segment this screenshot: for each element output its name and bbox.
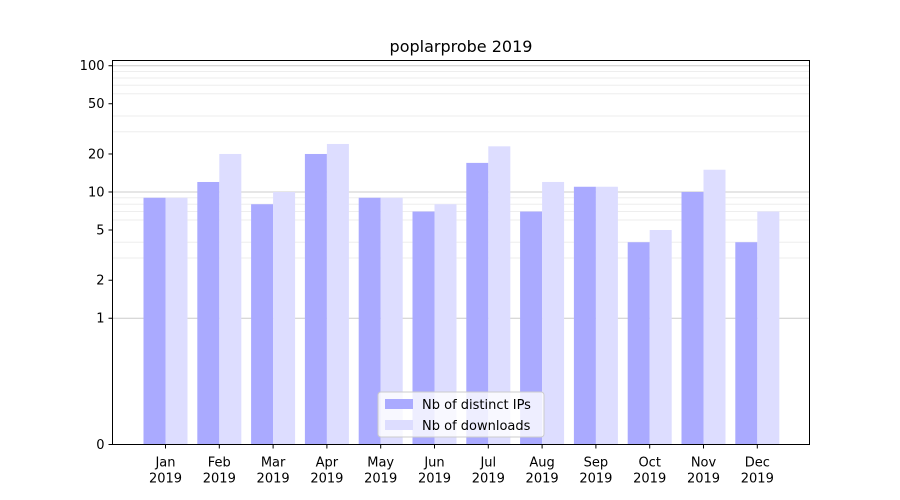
x-tick-label-month: Oct (638, 456, 660, 471)
bar-downloads (434, 204, 457, 445)
x-tick-label-year: 2019 (257, 472, 290, 487)
x-tick-label-year: 2019 (741, 472, 774, 487)
bar-downloads (165, 197, 188, 445)
x-tick-label-month: Aug (529, 456, 554, 471)
bar-distinct-ips (251, 204, 274, 445)
y-tick-label: 5 (96, 223, 104, 238)
bar-distinct-ips (735, 242, 758, 445)
bar-distinct-ips (520, 211, 543, 445)
x-tick-label-year: 2019 (149, 472, 182, 487)
x-tick-label-year: 2019 (687, 472, 720, 487)
y-tick-label: 1 (96, 312, 104, 327)
y-tick-label: 2 (96, 274, 104, 289)
bar-downloads (595, 186, 618, 445)
y-axis: 0 1 2 5 10 20 50 100 (80, 59, 113, 453)
x-tick-label-month: Nov (691, 456, 717, 471)
y-tick-label: 50 (88, 97, 105, 112)
bar-downloads (542, 181, 565, 445)
x-tick-label-month: May (367, 456, 394, 471)
legend: Nb of distinct IPs Nb of downloads (377, 391, 545, 438)
y-tick-label: 0 (96, 438, 104, 453)
x-tick-label-month: Jul (479, 456, 496, 471)
x-tick-label-year: 2019 (310, 472, 343, 487)
bar-distinct-ips (304, 153, 327, 445)
x-tick-label-month: Jun (423, 456, 444, 471)
x-tick-label-month: Sep (584, 456, 609, 471)
bar-distinct-ips (143, 197, 166, 445)
x-tick-label-month: Dec (745, 456, 770, 471)
y-tick-label: 20 (88, 147, 105, 162)
bar-distinct-ips (197, 181, 220, 445)
x-tick-label-year: 2019 (633, 472, 666, 487)
bar-distinct-ips (466, 162, 489, 445)
bars (143, 143, 780, 445)
bar-downloads (703, 169, 726, 445)
bar-downloads (273, 191, 296, 445)
legend-box (377, 391, 545, 438)
bar-distinct-ips (627, 242, 650, 445)
x-tick-label-month: Jan (154, 456, 175, 471)
legend-swatch (385, 399, 413, 409)
x-tick-label-month: Mar (261, 456, 286, 471)
y-tick-label: 10 (88, 185, 105, 200)
bar-downloads (326, 143, 349, 445)
x-tick-label-year: 2019 (418, 472, 451, 487)
x-tick-label-month: Feb (208, 456, 231, 471)
x-tick-label-year: 2019 (579, 472, 612, 487)
bar-distinct-ips (412, 211, 435, 445)
x-tick-label-year: 2019 (472, 472, 505, 487)
bar-distinct-ips (573, 186, 596, 445)
y-tick-label: 100 (80, 59, 105, 74)
plot-frame (112, 60, 810, 445)
legend-label: Nb of distinct IPs (422, 398, 531, 413)
bar-distinct-ips (358, 197, 381, 445)
legend-label: Nb of downloads (422, 419, 531, 434)
chart-title: poplarprobe 2019 (390, 37, 533, 56)
bar-downloads (649, 229, 672, 445)
x-tick-label-year: 2019 (203, 472, 236, 487)
bar-downloads (488, 146, 511, 445)
x-tick-label-month: Apr (316, 456, 339, 471)
x-axis: Jan2019Feb2019Mar2019Apr2019May2019Jun20… (149, 444, 774, 487)
x-tick-label-year: 2019 (526, 472, 559, 487)
x-tick-label-year: 2019 (364, 472, 397, 487)
bar-downloads (757, 211, 780, 445)
legend-swatch (385, 420, 413, 430)
bar-downloads (380, 197, 403, 445)
bar-distinct-ips (681, 191, 704, 445)
bar-downloads (219, 153, 242, 445)
